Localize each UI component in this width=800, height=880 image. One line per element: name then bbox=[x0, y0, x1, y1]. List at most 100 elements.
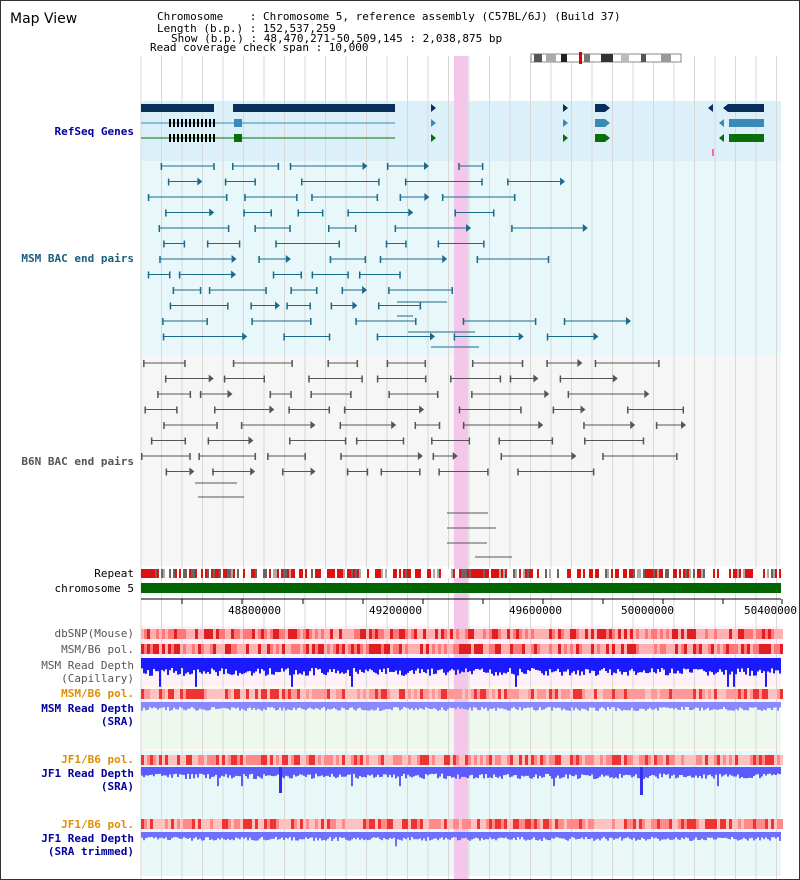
msm-sra-depth-bar bbox=[191, 702, 193, 707]
dbsnp-cell bbox=[453, 629, 456, 639]
dbsnp-cell bbox=[186, 629, 189, 639]
jf1-trimmed-depth-bar bbox=[283, 832, 285, 840]
msm-capillary-depth-bar bbox=[281, 658, 283, 669]
msm-pol-cell bbox=[705, 644, 708, 654]
msm-sra-depth-bar bbox=[743, 702, 745, 711]
msm-sra-pol-cell bbox=[780, 689, 783, 699]
jf1-trimmed-depth-bar bbox=[433, 832, 435, 839]
jf1-sra-depth-bar bbox=[355, 767, 357, 778]
msm-capillary-depth-bar bbox=[597, 658, 599, 675]
jf1-trimmed-depth-bar bbox=[241, 832, 243, 838]
repeat-segment bbox=[379, 569, 381, 578]
jf1-pol-cell bbox=[159, 755, 162, 765]
jf1-pol-cell bbox=[201, 755, 204, 765]
msm-capillary-depth-bar bbox=[709, 658, 711, 672]
jf1-trimmed-depth-bar bbox=[209, 832, 211, 840]
repeat-segment bbox=[745, 569, 747, 578]
repeat-segment bbox=[767, 569, 769, 578]
track-label-b6n-bac-end-pairs[interactable]: B6N BAC end pairs bbox=[21, 455, 134, 468]
msm-capillary-depth-bar bbox=[545, 658, 547, 672]
msm-bac-end bbox=[311, 194, 313, 201]
msm-bac-end bbox=[364, 256, 367, 263]
jf1-trim-pol-cell bbox=[399, 819, 402, 829]
msm-pol-cell bbox=[432, 644, 435, 654]
msm-bac-end bbox=[507, 178, 509, 186]
jf1-trim-pol-cell bbox=[684, 819, 687, 829]
jf1-sra-depth-bar bbox=[405, 767, 407, 779]
track-label-msm-b6-pol-capillary[interactable]: MSM/B6 pol. bbox=[61, 643, 134, 656]
repeat-segment bbox=[591, 569, 593, 578]
repeat-segment bbox=[525, 569, 527, 578]
jf1-trimmed-depth-bar bbox=[701, 832, 703, 839]
jf1-trimmed-depth-bar bbox=[421, 832, 423, 841]
msm-sra-depth-bar bbox=[411, 702, 413, 709]
repeat-segment bbox=[523, 569, 525, 578]
msm-sra-pol-cell bbox=[480, 689, 483, 699]
jf1-pol-cell bbox=[246, 755, 249, 765]
msm-capillary-depth-bar bbox=[519, 658, 521, 669]
msm-pol-cell bbox=[771, 644, 774, 654]
msm-sra-pol-cell bbox=[759, 689, 762, 699]
msm-sra-depth-bar bbox=[723, 702, 725, 708]
msm-sra-depth-bar bbox=[151, 702, 153, 709]
jf1-trim-pol-cell bbox=[447, 819, 450, 829]
msm-bac-end-arrow bbox=[352, 301, 358, 310]
track-label-msm-b6-pol-sra[interactable]: MSM/B6 pol. bbox=[61, 687, 134, 700]
dbsnp-cell bbox=[702, 629, 705, 639]
jf1-trimmed-depth-bar bbox=[619, 832, 621, 838]
repeat-segment bbox=[713, 569, 715, 578]
jf1-trimmed-depth-bar bbox=[635, 832, 637, 841]
jf1-trimmed-depth-bar bbox=[423, 832, 425, 839]
b6n-bac-end-arrow bbox=[612, 374, 618, 383]
track-label-jf1-depth-sra[interactable]: JF1 Read Depth bbox=[41, 767, 134, 780]
track-label-jf1-depth-trimmed[interactable]: JF1 Read Depth bbox=[41, 832, 134, 845]
b6n-bac-end bbox=[150, 437, 153, 445]
jf1-pol-cell bbox=[156, 755, 159, 765]
jf1-trim-pol-cell bbox=[165, 819, 168, 829]
track-label-msm-bac-end-pairs[interactable]: MSM BAC end pairs bbox=[21, 252, 134, 265]
jf1-trim-pol-cell bbox=[777, 819, 780, 829]
jf1-pol-cell bbox=[318, 755, 321, 765]
jf1-pol-cell bbox=[291, 755, 294, 765]
track-label-msm-depth-capillary[interactable]: MSM Read Depth bbox=[41, 659, 134, 672]
track-label-refseq-genes[interactable]: RefSeq Genes bbox=[54, 125, 134, 138]
gene-strand-arrow bbox=[723, 104, 728, 112]
msm-capillary-depth-bar bbox=[727, 658, 729, 687]
jf1-trimmed-depth-bar bbox=[169, 832, 171, 841]
track-label-jf1-b6-pol-sra[interactable]: JF1/B6 pol. bbox=[61, 753, 134, 766]
repeat-segment bbox=[749, 569, 751, 578]
dbsnp-cell bbox=[738, 629, 741, 639]
jf1-sra-depth-bar bbox=[225, 767, 227, 775]
msm-sra-depth-bar bbox=[249, 702, 251, 708]
jf1-trimmed-depth-bar bbox=[615, 832, 617, 839]
track-label-dbsnp[interactable]: dbSNP(Mouse) bbox=[54, 627, 134, 640]
msm-capillary-depth-bar bbox=[421, 658, 423, 670]
jf1-sra-depth-bar bbox=[643, 767, 645, 779]
jf1-pol-cell bbox=[384, 755, 387, 765]
jf1-trimmed-depth-bar bbox=[631, 832, 633, 840]
msm-sra-depth-bar bbox=[299, 702, 301, 708]
msm-bac-end bbox=[451, 287, 453, 294]
msm-capillary-depth-bar bbox=[759, 658, 761, 670]
msm-sra-depth-bar bbox=[277, 702, 279, 710]
jf1-pol-cell bbox=[273, 755, 276, 765]
msm-sra-depth-bar bbox=[415, 702, 417, 709]
jf1-sra-depth-bar bbox=[261, 767, 263, 779]
msm-capillary-depth-bar bbox=[423, 658, 425, 673]
repeat-segment bbox=[467, 569, 469, 578]
track-label-msm-depth-sra[interactable]: MSM Read Depth bbox=[41, 702, 134, 715]
jf1-pol-cell bbox=[573, 755, 576, 765]
b6n-bac-end bbox=[356, 360, 359, 367]
repeat-segment bbox=[481, 569, 483, 578]
b6n-bac-end bbox=[676, 453, 678, 460]
jf1-trim-pol-cell bbox=[516, 819, 519, 829]
repeat-segment bbox=[205, 569, 207, 578]
msm-capillary-depth-bar bbox=[515, 658, 517, 687]
jf1-sra-depth-bar bbox=[755, 767, 757, 775]
track-label-jf1-b6-pol-trimmed[interactable]: JF1/B6 pol. bbox=[61, 818, 134, 831]
jf1-pol-cell bbox=[564, 755, 567, 765]
msm-capillary-depth-bar bbox=[439, 658, 441, 670]
msm-capillary-depth-bar bbox=[189, 658, 191, 675]
msm-capillary-depth-bar bbox=[673, 658, 675, 674]
